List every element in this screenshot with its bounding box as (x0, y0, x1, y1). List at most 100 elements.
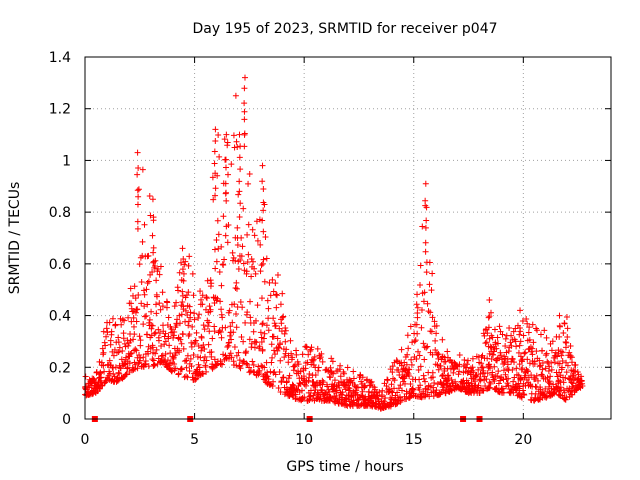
data-point (272, 371, 279, 378)
data-point (102, 342, 109, 349)
data-point (561, 320, 568, 327)
data-point (556, 369, 563, 376)
data-point (307, 387, 314, 394)
data-point (572, 368, 579, 375)
data-point (142, 358, 149, 365)
data-point (212, 170, 219, 177)
data-point (272, 280, 279, 287)
data-point (428, 287, 435, 294)
data-point (130, 314, 137, 321)
data-point (259, 346, 266, 353)
data-point (376, 389, 383, 396)
data-point (485, 314, 492, 321)
data-point (116, 344, 123, 351)
data-point (502, 335, 509, 342)
data-point (188, 343, 195, 350)
data-point (132, 346, 139, 353)
data-point (261, 330, 268, 337)
data-point (367, 379, 374, 386)
data-point (276, 369, 283, 376)
data-point (315, 364, 322, 371)
data-point (254, 237, 261, 244)
data-point (282, 327, 289, 334)
data-point (551, 359, 558, 366)
data-point (215, 132, 222, 139)
data-point (412, 337, 419, 344)
data-point (199, 301, 206, 308)
data-point (183, 373, 190, 380)
data-point (544, 374, 551, 381)
data-point (248, 255, 255, 262)
data-point (524, 320, 531, 327)
data-point (526, 324, 533, 331)
data-point (269, 354, 276, 361)
data-point (494, 334, 501, 341)
data-point (416, 376, 423, 383)
data-point (283, 378, 290, 385)
data-point (155, 337, 162, 344)
data-point (235, 191, 242, 198)
data-point (241, 108, 248, 115)
data-point (433, 387, 440, 394)
y-tick-label: 1 (62, 153, 71, 169)
data-point (270, 333, 277, 340)
data-point (213, 362, 220, 369)
y-tick-labels: 0 0.2 0.4 0.6 0.8 1 1.2 1.4 (49, 50, 71, 428)
data-point (389, 369, 396, 376)
data-point (162, 350, 169, 357)
data-point (209, 335, 216, 342)
data-point (227, 350, 234, 357)
data-point (510, 328, 517, 335)
data-point (203, 357, 210, 364)
data-point (512, 325, 519, 332)
data-point (267, 292, 274, 299)
data-point (188, 339, 195, 346)
data-point (337, 373, 344, 380)
data-point (118, 321, 125, 328)
data-point (296, 380, 303, 387)
data-point (456, 368, 463, 375)
data-point (151, 362, 158, 369)
data-point (277, 357, 284, 364)
data-point (519, 317, 526, 324)
data-point (234, 242, 241, 249)
data-point (213, 258, 220, 265)
data-point (186, 331, 193, 338)
data-point (562, 339, 569, 346)
data-point (557, 384, 564, 391)
data-point (359, 388, 366, 395)
data-point (200, 341, 207, 348)
data-point (110, 352, 117, 359)
data-point (342, 395, 349, 402)
data-point (544, 358, 551, 365)
data-point (500, 389, 507, 396)
data-point (437, 362, 444, 369)
data-point (310, 378, 317, 385)
data-point (225, 221, 232, 228)
data-point (260, 185, 267, 192)
data-point (237, 365, 244, 372)
data-point (112, 321, 119, 328)
data-point (491, 363, 498, 370)
data-point (341, 370, 348, 377)
data-point (241, 131, 248, 138)
data-point (535, 377, 542, 384)
data-point (543, 394, 550, 401)
data-point (329, 358, 336, 365)
data-point (279, 290, 286, 297)
data-point (532, 390, 539, 397)
data-point (483, 376, 490, 383)
data-point (259, 320, 266, 327)
chart-title: Day 195 of 2023, SRMTID for receiver p04… (192, 21, 497, 37)
data-point (143, 286, 150, 293)
data-point (508, 332, 515, 339)
data-point (218, 282, 225, 289)
data-point (567, 342, 574, 349)
data-point (262, 234, 269, 241)
data-point (97, 369, 104, 376)
data-point (522, 349, 529, 356)
data-point (233, 279, 240, 286)
data-point (366, 388, 373, 395)
data-point (131, 365, 138, 372)
